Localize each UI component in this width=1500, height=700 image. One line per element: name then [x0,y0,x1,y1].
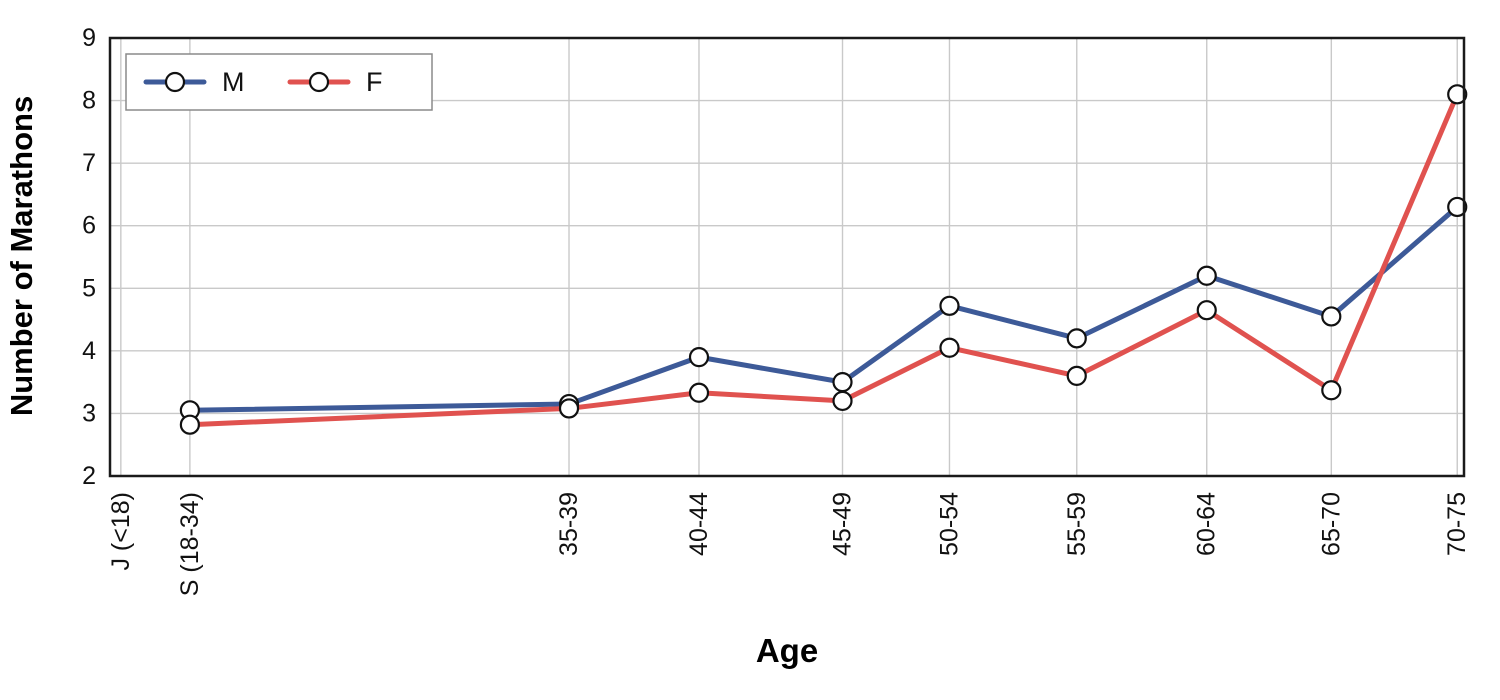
data-point-F [832,390,853,412]
data-point-F [558,398,580,419]
data-point-F [1196,300,1217,321]
data-point-M [939,295,960,316]
legend-marker-M [164,71,186,93]
x-tick-label: 40-44 [685,492,713,556]
legend-label-F: F [366,67,383,97]
x-tick-label: 60-64 [1193,492,1221,556]
x-tick-label: J (<18) [107,492,135,571]
chart-layer: 2 3 4 5 6 7 8 9 J (<18) S (18-34) 35-39 40-44 45-49 5… [82,24,1471,596]
data-point-F [939,337,960,358]
x-tick-label: 70-75 [1443,492,1471,556]
data-point-F [179,414,200,435]
data-point-M [1447,196,1468,218]
series-line-M [187,204,1460,413]
data-point-F [1321,380,1342,401]
series-line-F [187,91,1460,428]
x-tick-label: 55-59 [1063,492,1091,556]
data-point-M [1066,328,1087,349]
y-tick-label: 9 [82,24,96,52]
y-tick-label: 5 [82,274,96,302]
x-axis-label: Age [756,632,818,669]
y-tick-label: 6 [82,212,96,240]
data-point-M [1321,306,1342,327]
x-tick-label: 65-70 [1317,492,1345,556]
x-tick-label: 50-54 [935,492,963,556]
x-tick-label: 45-49 [829,492,857,556]
data-point-F [1066,365,1087,386]
y-tick-label: 8 [82,87,96,115]
data-point-M [1196,265,1217,286]
data-point-M [688,347,710,368]
data-point-F [688,382,710,403]
legend-marker-F [308,71,330,93]
y-axis-label: Number of Marathons [4,96,39,416]
x-tick-label: 35-39 [555,492,583,556]
y-tick-label: 2 [82,462,96,490]
data-point-M [832,372,853,393]
y-tick-label: 4 [82,337,96,365]
legend-label-M: M [222,67,245,97]
data-point-F [1447,84,1468,105]
plot-frame [108,36,1466,478]
x-tick-label: S (18-34) [176,492,204,596]
y-tick-label: 7 [82,149,96,177]
y-tick-label: 3 [82,399,96,427]
